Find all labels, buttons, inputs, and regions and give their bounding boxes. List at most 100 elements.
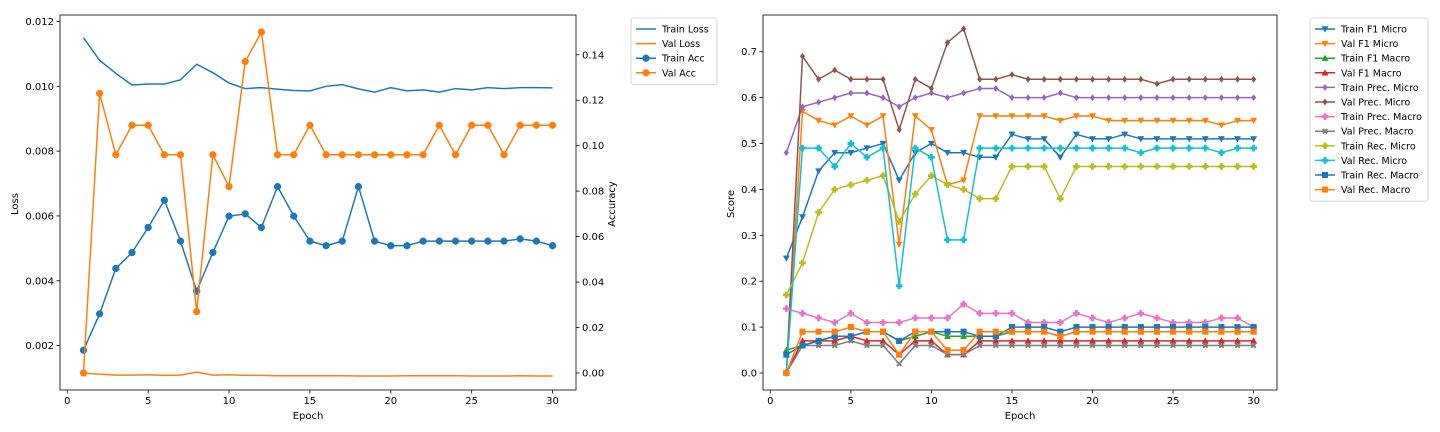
data-point-val-f1-macro — [1121, 337, 1129, 344]
data-point-val-f1-macro — [1250, 337, 1258, 344]
data-point-val-f1-micro — [1072, 113, 1080, 120]
data-point-train-rec-micro — [976, 195, 984, 202]
data-point-val-acc — [112, 151, 120, 159]
data-point-val-prec-micro — [993, 75, 999, 83]
data-point-train-prec-macro — [815, 314, 822, 322]
data-point-val-f1-micro — [1105, 117, 1113, 125]
data-point-val-acc — [419, 151, 427, 159]
data-point-val-prec-macro — [1008, 342, 1015, 349]
data-point-val-prec-micro — [1009, 71, 1015, 79]
data-point-val-rec-micro — [911, 144, 919, 152]
data-point-val-f1-micro — [1137, 117, 1145, 125]
loss-chart-ylabel: Loss — [10, 193, 21, 215]
data-point-val-prec-micro — [1202, 75, 1208, 83]
data-point-train-f1-micro — [1250, 136, 1258, 143]
data-point-val-prec-micro — [1105, 75, 1112, 83]
data-point-val-f1-micro — [1250, 117, 1258, 125]
series-line-val-prec-macro — [785, 340, 1254, 374]
data-point-val-prec-micro — [832, 66, 838, 74]
data-point-train-rec-micro — [1056, 195, 1064, 202]
y-tick-label: 0.002 — [25, 341, 54, 352]
data-point-val-rec-micro — [992, 144, 1000, 152]
data-point-train-prec-micro — [783, 149, 790, 157]
data-point-train-prec-macro — [863, 319, 871, 326]
data-point-train-acc — [500, 237, 508, 245]
x-tick-label: 15 — [304, 396, 317, 407]
legend-frame — [1309, 17, 1429, 202]
series-line-train-prec-macro — [786, 303, 1255, 328]
data-point-val-f1-micro — [1233, 117, 1242, 125]
data-point-val-acc — [451, 151, 460, 159]
data-point-train-prec-micro — [848, 89, 854, 97]
data-point-val-prec-macro — [1137, 342, 1144, 349]
data-point-val-f1-macro — [1153, 337, 1161, 344]
legend-marker — [1321, 171, 1329, 179]
legend-marker — [1321, 186, 1329, 193]
data-point-train-rec-micro — [960, 186, 967, 193]
data-point-val-rec-macro — [912, 328, 919, 335]
data-point-train-prec-micro — [1105, 94, 1112, 102]
score-chart-xlabel: Epoch — [1005, 411, 1036, 422]
legend-label: Val F1 Micro — [1341, 39, 1399, 50]
data-point-val-prec-macro — [1121, 342, 1128, 349]
data-point-val-prec-micro — [1057, 75, 1063, 83]
data-point-train-acc — [160, 196, 168, 204]
data-point-val-acc — [257, 28, 266, 36]
data-point-val-rec-micro — [815, 144, 822, 152]
y-tick-label: 0.0 — [741, 369, 757, 380]
data-point-val-prec-macro — [896, 360, 903, 367]
data-point-train-acc — [144, 223, 152, 232]
loss-chart-xlabel: Epoch — [293, 411, 324, 422]
data-point-val-rec-macro — [815, 328, 822, 335]
data-point-train-rec-macro — [960, 328, 967, 335]
data-point-val-rec-macro — [1105, 328, 1112, 335]
data-point-val-acc — [176, 151, 185, 159]
data-point-val-prec-macro — [1057, 342, 1064, 349]
data-point-val-f1-micro — [1185, 117, 1193, 125]
data-point-val-f1-macro — [1040, 337, 1048, 344]
data-point-train-prec-macro — [928, 314, 935, 322]
data-point-val-f1-macro — [863, 337, 871, 344]
data-point-train-prec-micro — [1138, 94, 1144, 102]
data-point-train-f1-micro — [1056, 154, 1064, 161]
data-point-train-prec-macro — [1056, 319, 1064, 326]
data-point-train-f1-micro — [815, 168, 823, 175]
series-val-f1-macro — [782, 332, 1258, 376]
legend-label: Train Prec. Macro — [1340, 112, 1422, 123]
x-tick-label: 5 — [145, 396, 151, 407]
data-point-val-prec-micro — [1025, 75, 1031, 83]
data-point-train-f1-micro — [831, 149, 839, 157]
data-point-train-f1-micro — [879, 140, 887, 148]
data-point-val-acc — [95, 89, 104, 98]
data-point-val-acc — [403, 151, 411, 159]
legend-label: Val Rec. Macro — [1341, 185, 1410, 196]
data-point-train-prec-macro — [895, 319, 903, 326]
data-point-train-prec-macro — [1153, 314, 1161, 322]
data-point-train-prec-micro — [1122, 94, 1128, 102]
data-point-val-prec-micro — [880, 75, 886, 83]
legend-item-val-f1-macro: Val F1 Macro — [1315, 68, 1402, 79]
data-point-val-rec-micro — [960, 236, 967, 244]
legend-item-val-rec-micro: Val Rec. Micro — [1315, 156, 1407, 167]
data-point-val-prec-macro — [944, 351, 951, 358]
y-right-tick-label: 0.10 — [582, 141, 604, 152]
data-point-val-rec-micro — [1218, 149, 1225, 157]
y-tick-label: 0.4 — [741, 185, 757, 196]
series-val-rec-macro — [783, 324, 1257, 377]
data-point-train-prec-macro — [783, 305, 790, 313]
data-point-train-acc — [79, 346, 88, 354]
data-point-val-acc — [160, 151, 168, 159]
series-train-rec-micro — [783, 163, 1257, 299]
data-point-train-prec-macro — [911, 314, 919, 322]
data-point-train-prec-macro — [944, 314, 951, 322]
data-point-val-rec-macro — [880, 328, 887, 335]
data-point-val-rec-macro — [1186, 328, 1193, 335]
data-point-train-acc — [95, 310, 104, 318]
data-point-train-prec-macro — [1218, 314, 1225, 322]
x-tick-label: 5 — [848, 396, 854, 407]
plot-frame — [59, 14, 577, 391]
data-point-val-prec-macro — [912, 342, 919, 349]
data-point-val-rec-macro — [928, 328, 935, 335]
data-point-train-f1-micro — [863, 145, 871, 152]
